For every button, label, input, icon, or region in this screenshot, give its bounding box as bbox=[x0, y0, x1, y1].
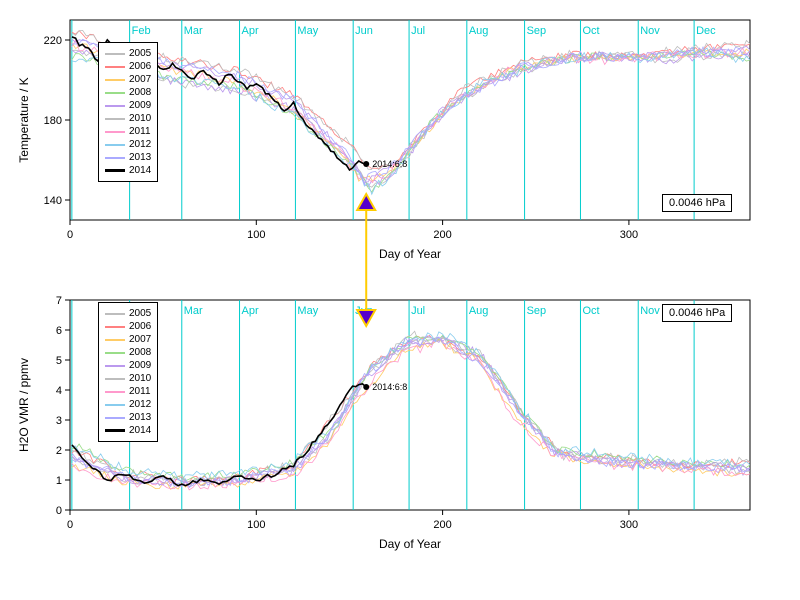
legend-item: 2011 bbox=[105, 125, 151, 138]
svg-text:Feb: Feb bbox=[132, 25, 151, 37]
svg-text:Oct: Oct bbox=[582, 305, 599, 317]
legend-item: 2009 bbox=[105, 99, 151, 112]
svg-text:0: 0 bbox=[67, 229, 73, 241]
legend-item: 2007 bbox=[105, 333, 151, 346]
legend-item: 2013 bbox=[105, 411, 151, 424]
legend-item: 2005 bbox=[105, 47, 151, 60]
legend-item: 2008 bbox=[105, 346, 151, 359]
svg-text:4: 4 bbox=[56, 385, 62, 397]
legend-item: 2012 bbox=[105, 398, 151, 411]
pressure-label-bottom: 0.0046 hPa bbox=[662, 304, 732, 322]
svg-text:Sep: Sep bbox=[527, 25, 547, 37]
svg-text:300: 300 bbox=[620, 519, 638, 531]
legend-item: 2005 bbox=[105, 307, 151, 320]
legend-item: 2012 bbox=[105, 138, 151, 151]
legend-bottom: 2005200620072008200920102011201220132014 bbox=[98, 302, 158, 442]
svg-text:180: 180 bbox=[44, 115, 62, 127]
svg-text:Mar: Mar bbox=[184, 305, 203, 317]
svg-text:Day of Year: Day of Year bbox=[379, 537, 441, 551]
svg-text:May: May bbox=[297, 25, 318, 37]
svg-text:Aug: Aug bbox=[469, 25, 489, 37]
legend-item: 2009 bbox=[105, 359, 151, 372]
svg-text:May: May bbox=[297, 305, 318, 317]
svg-text:Temperature / K: Temperature / K bbox=[17, 77, 31, 162]
svg-text:Nov: Nov bbox=[640, 25, 660, 37]
svg-text:2014:6:8: 2014:6:8 bbox=[372, 159, 407, 169]
legend-item: 2014 bbox=[105, 164, 151, 177]
pressure-label-top: 0.0046 hPa bbox=[662, 194, 732, 212]
legend-item: 2006 bbox=[105, 60, 151, 73]
legend-item: 2010 bbox=[105, 112, 151, 125]
svg-text:2: 2 bbox=[56, 445, 62, 457]
svg-text:Nov: Nov bbox=[640, 305, 660, 317]
svg-text:200: 200 bbox=[433, 229, 451, 241]
svg-text:100: 100 bbox=[247, 519, 265, 531]
svg-text:5: 5 bbox=[56, 355, 62, 367]
svg-text:Day of Year: Day of Year bbox=[379, 247, 441, 261]
legend-item: 2014 bbox=[105, 424, 151, 437]
legend-item: 2007 bbox=[105, 73, 151, 86]
svg-text:200: 200 bbox=[433, 519, 451, 531]
legend-top: 2005200620072008200920102011201220132014 bbox=[98, 42, 158, 182]
svg-text:Dec: Dec bbox=[696, 25, 716, 37]
svg-text:0: 0 bbox=[56, 505, 62, 517]
svg-text:1: 1 bbox=[56, 475, 62, 487]
legend-item: 2013 bbox=[105, 151, 151, 164]
svg-text:Jun: Jun bbox=[355, 25, 373, 37]
svg-text:Jul: Jul bbox=[411, 305, 425, 317]
svg-text:Oct: Oct bbox=[582, 25, 599, 37]
svg-text:140: 140 bbox=[44, 195, 62, 207]
svg-text:300: 300 bbox=[620, 229, 638, 241]
svg-text:Apr: Apr bbox=[242, 25, 259, 37]
legend-item: 2008 bbox=[105, 86, 151, 99]
svg-text:3: 3 bbox=[56, 415, 62, 427]
svg-text:6: 6 bbox=[56, 325, 62, 337]
svg-text:Apr: Apr bbox=[242, 305, 259, 317]
svg-text:7: 7 bbox=[56, 295, 62, 307]
svg-text:Jul: Jul bbox=[411, 25, 425, 37]
svg-text:220: 220 bbox=[44, 35, 62, 47]
svg-text:Mar: Mar bbox=[184, 25, 203, 37]
svg-text:H2O VMR / ppmv: H2O VMR / ppmv bbox=[17, 358, 31, 452]
legend-item: 2010 bbox=[105, 372, 151, 385]
legend-item: 2011 bbox=[105, 385, 151, 398]
svg-text:2014:6:8: 2014:6:8 bbox=[372, 382, 407, 392]
legend-item: 2006 bbox=[105, 320, 151, 333]
svg-text:Sep: Sep bbox=[527, 305, 547, 317]
svg-text:100: 100 bbox=[247, 229, 265, 241]
svg-text:Aug: Aug bbox=[469, 305, 489, 317]
svg-text:0: 0 bbox=[67, 519, 73, 531]
